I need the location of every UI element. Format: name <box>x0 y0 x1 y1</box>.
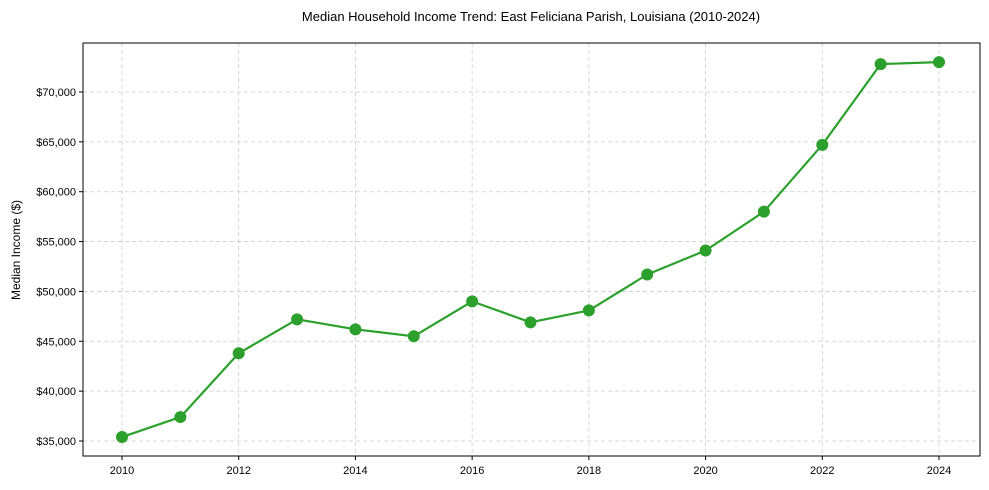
y-tick-label: $50,000 <box>36 286 76 298</box>
y-tick-label: $40,000 <box>36 386 76 398</box>
y-axis-label: Median Income ($) <box>9 200 23 300</box>
y-tick-label: $35,000 <box>36 436 76 448</box>
y-tick-label: $65,000 <box>36 137 76 149</box>
x-tick-label: 2020 <box>693 465 717 477</box>
x-tick-label: 2022 <box>810 465 834 477</box>
data-point-marker <box>874 58 887 71</box>
plot-frame <box>82 42 981 457</box>
series-line <box>121 61 940 439</box>
data-point-marker <box>757 205 770 218</box>
chart-title: Median Household Income Trend: East Feli… <box>302 9 760 24</box>
data-series <box>116 56 945 444</box>
data-point-marker <box>641 268 654 281</box>
data-point-marker <box>524 316 537 329</box>
data-point-marker <box>116 431 128 444</box>
data-point-marker <box>466 295 479 308</box>
y-tick-label: $45,000 <box>36 336 76 348</box>
y-tick-label: $55,000 <box>36 237 76 249</box>
data-point-marker <box>407 330 420 343</box>
data-point-marker <box>582 304 595 317</box>
y-axis: $35,000 $40,000 $45,000 $50,000 $55,000 $60,0… <box>36 87 83 448</box>
y-tick-label: $70,000 <box>36 87 76 99</box>
x-tick-label: 2016 <box>460 465 484 477</box>
data-point-marker <box>816 138 829 151</box>
x-tick-label: 2014 <box>343 465 367 477</box>
data-point-marker <box>174 411 187 424</box>
x-axis: 2010 2012 2014 2016 2018 2020 2022 2024 <box>110 456 951 477</box>
x-tick-label: 2012 <box>226 465 250 477</box>
x-tick-label: 2010 <box>110 465 134 477</box>
data-point-marker <box>232 347 245 360</box>
x-tick-label: 2018 <box>577 465 601 477</box>
y-tick-label: $60,000 <box>36 187 76 199</box>
grid-lines <box>83 43 980 456</box>
data-point-marker <box>291 313 304 326</box>
data-point-marker <box>699 244 712 257</box>
x-tick-label: 2024 <box>927 465 951 477</box>
data-point-marker <box>933 56 945 69</box>
data-point-marker <box>349 323 362 336</box>
